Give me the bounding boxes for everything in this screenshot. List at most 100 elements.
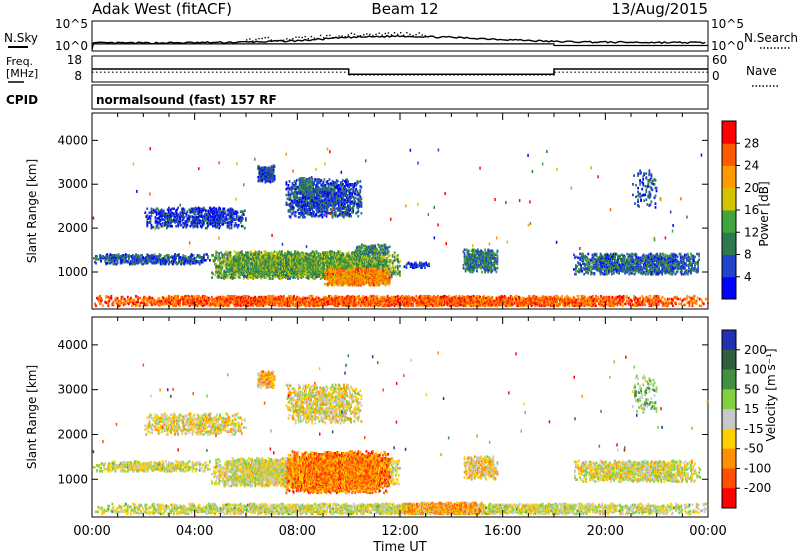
range-gate-cell <box>220 276 222 279</box>
range-gate-cell <box>215 257 217 260</box>
nsky-point <box>311 36 312 37</box>
range-gate-cell <box>221 266 223 269</box>
nsky-point <box>403 35 404 36</box>
range-gate-cell <box>694 295 696 298</box>
nave-label: Nave <box>746 64 777 78</box>
nsky-point <box>391 34 392 35</box>
nsky-point <box>298 36 299 37</box>
nsky-point <box>249 38 250 39</box>
range-gate-cell <box>101 299 103 302</box>
nsky-point <box>354 34 355 35</box>
nsky-point <box>341 35 342 36</box>
nsky-point <box>277 40 278 41</box>
nsky-point <box>323 37 324 38</box>
range-gate-cell <box>491 296 493 299</box>
range-gate-cell <box>598 297 600 300</box>
nsky-point <box>305 36 306 37</box>
range-gate-cell <box>473 295 475 298</box>
nsky-point <box>301 37 302 38</box>
range-gate-cell <box>448 295 450 298</box>
range-gate-cell <box>154 299 156 302</box>
radar-summary-figure: Adak West (fitACF) Beam 12 13/Aug/2015 1… <box>0 0 800 554</box>
range-gate-cell <box>612 296 614 299</box>
nsky-point <box>385 33 386 34</box>
range-gate-cell <box>243 295 245 298</box>
range-gate-cell <box>209 259 211 262</box>
range-gate-cell <box>193 254 195 257</box>
range-gate-cell <box>196 295 198 298</box>
range-gate-cell <box>135 295 137 298</box>
range-gate-cell <box>190 263 192 266</box>
nsky-point <box>409 34 410 35</box>
range-gate-cell <box>578 298 580 301</box>
range-gate-cell <box>696 300 698 303</box>
nsearch-label: N.Search <box>744 31 798 45</box>
range-gate-cell <box>125 300 127 303</box>
nsky-point <box>406 32 407 33</box>
range-gate-cell <box>656 303 658 306</box>
range-gate-cell <box>672 305 674 308</box>
range-gate-cell <box>93 257 95 260</box>
nsky-point <box>415 34 416 35</box>
range-gate-cell <box>212 254 214 257</box>
nsky-point <box>394 32 395 33</box>
nsky-point <box>252 40 253 41</box>
range-gate-cell <box>675 302 677 305</box>
nsky-point <box>246 39 247 40</box>
range-gate-cell <box>106 253 108 256</box>
range-gate-cell <box>100 303 102 306</box>
nsky-point <box>388 32 389 33</box>
range-gate-cell <box>650 295 652 298</box>
power-heatmap <box>93 147 709 307</box>
range-gate-cell <box>235 276 237 279</box>
range-gate-cell <box>168 254 170 257</box>
range-gate-cell <box>699 298 701 301</box>
range-gate-cell <box>658 295 660 298</box>
nsky-point <box>345 36 346 37</box>
range-gate-cell <box>697 297 699 300</box>
nsky-point <box>338 35 339 36</box>
range-gate-cell <box>230 251 232 254</box>
nsky-point <box>400 32 401 33</box>
range-gate-cell <box>95 262 97 265</box>
range-gate-cell <box>207 255 209 258</box>
range-gate-cell <box>306 303 308 306</box>
range-gate-cell <box>161 300 163 303</box>
range-gate-cell <box>218 275 220 278</box>
range-gate-cell <box>105 295 107 298</box>
range-gate-cell <box>624 296 626 299</box>
range-gate-cell <box>146 303 148 306</box>
range-gate-cell <box>293 295 295 298</box>
range-gate-cell <box>290 305 292 308</box>
range-gate-cell <box>505 296 507 299</box>
nsky-point <box>289 39 290 40</box>
range-gate-cell <box>696 303 698 306</box>
range-gate-cell <box>707 300 709 303</box>
range-gate-cell <box>234 250 236 253</box>
range-gate-cell <box>628 297 630 300</box>
range-gate-cell <box>218 252 220 255</box>
range-gate-cell <box>228 295 230 298</box>
range-gate-cell <box>205 259 207 262</box>
range-gate-cell <box>102 305 104 308</box>
program-name: normalsound (fast) 157 RF <box>96 93 277 107</box>
range-gate-cell <box>185 295 187 298</box>
nsky-point <box>255 39 256 40</box>
range-gate-cell <box>211 296 213 299</box>
nsky-point <box>372 35 373 36</box>
range-gate-cell <box>129 255 131 258</box>
range-gate-cell <box>455 295 457 298</box>
nsky-point <box>360 35 361 36</box>
range-gate-cell <box>307 297 309 300</box>
nsky-point <box>283 40 284 41</box>
range-gate-cell <box>592 295 594 298</box>
range-gate-cell <box>373 295 375 298</box>
range-gate-cell <box>678 303 680 306</box>
range-gate-cell <box>139 297 141 300</box>
range-gate-cell <box>133 299 135 302</box>
range-gate-cell <box>145 297 147 300</box>
nsky-point <box>317 38 318 39</box>
nsky-point <box>422 34 423 35</box>
range-gate-cell <box>215 254 217 257</box>
range-gate-cell <box>483 295 485 298</box>
